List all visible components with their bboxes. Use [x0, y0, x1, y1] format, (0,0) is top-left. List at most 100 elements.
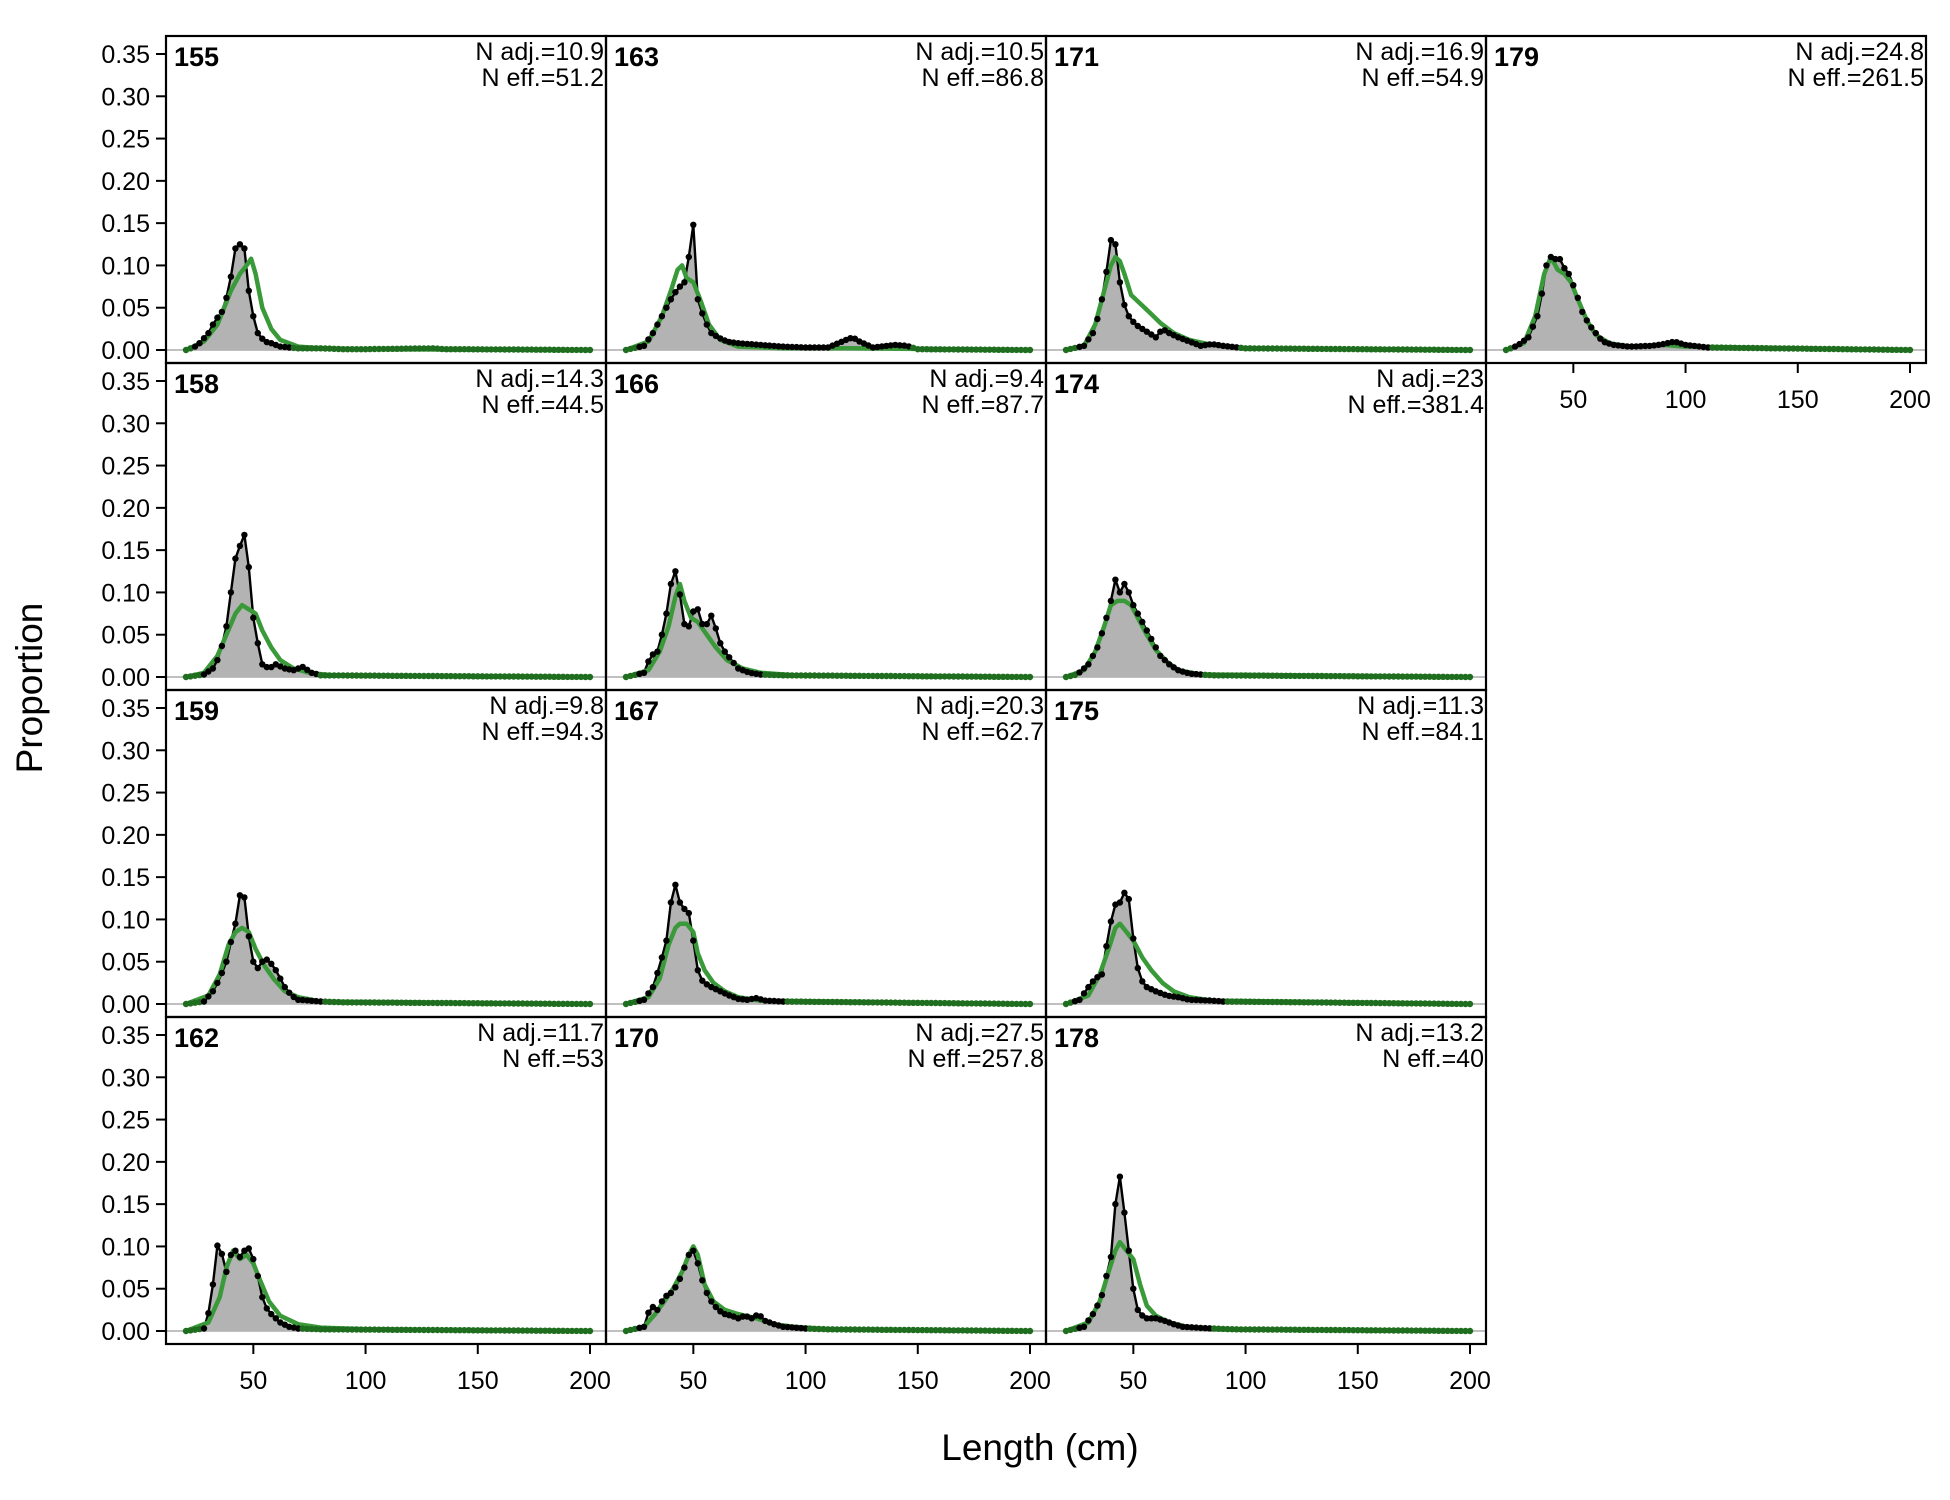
y-tick-label: 0.20 — [101, 168, 150, 196]
observed-point — [1103, 1272, 1110, 1280]
observed-point — [1426, 673, 1433, 680]
observed-point — [1332, 1326, 1339, 1334]
observed-point — [883, 1326, 890, 1334]
observed-point — [532, 1327, 540, 1334]
observed-point — [1466, 1327, 1474, 1335]
panel-label: 179 — [1494, 42, 1539, 72]
observed-point — [1731, 344, 1739, 351]
observed-point — [461, 673, 468, 680]
observed-point — [1817, 345, 1824, 353]
observed-point — [999, 1327, 1007, 1335]
observed-point — [407, 999, 414, 1006]
observed-point — [1008, 1327, 1016, 1335]
observed-point — [470, 673, 477, 680]
observed-point — [999, 673, 1007, 680]
observed-point — [1246, 672, 1254, 679]
observed-point — [770, 671, 778, 679]
observed-point — [411, 1326, 419, 1334]
observed-point — [1237, 998, 1245, 1005]
observed-point — [1107, 918, 1115, 925]
observed-point — [492, 346, 499, 353]
observed-point — [304, 666, 311, 673]
observed-point — [995, 673, 1002, 680]
observed-point — [779, 672, 787, 679]
observed-point — [434, 672, 441, 680]
observed-point — [968, 1327, 975, 1334]
observed-point — [326, 998, 333, 1005]
observed-point — [1395, 1327, 1402, 1334]
y-axis-label: Proportion — [9, 603, 50, 774]
observed-point — [384, 999, 392, 1006]
observed-point — [883, 672, 890, 680]
observed-point — [806, 998, 814, 1005]
observed-point — [1435, 673, 1442, 680]
observed-point — [223, 623, 230, 630]
observed-point — [506, 1000, 513, 1007]
observed-point — [398, 345, 405, 352]
observed-point — [1224, 998, 1231, 1005]
observed-point — [380, 345, 387, 353]
observed-point — [1534, 313, 1541, 320]
observed-point — [1426, 346, 1433, 353]
observed-point — [766, 671, 773, 678]
observed-point — [1520, 337, 1528, 344]
panel-171: 171 N adj.=16.9N eff.=54.9 — [1044, 34, 1488, 365]
observed-point — [357, 999, 365, 1006]
observed-point — [681, 905, 688, 913]
observed-point — [1417, 1327, 1424, 1334]
observed-point — [254, 640, 261, 647]
observed-point — [941, 1327, 948, 1334]
observed-point — [1466, 673, 1474, 681]
observed-point — [1372, 673, 1379, 680]
observed-point — [896, 672, 903, 680]
observed-point — [1282, 345, 1290, 352]
observed-point — [1219, 998, 1227, 1005]
observed-point — [856, 672, 863, 679]
observed-point — [1897, 346, 1905, 354]
observed-point — [1529, 323, 1537, 330]
observed-point — [402, 345, 410, 352]
observed-point — [1579, 308, 1586, 316]
observed-point — [528, 1327, 535, 1334]
observed-point — [1026, 346, 1034, 354]
observed-point — [1121, 580, 1128, 588]
observed-point — [339, 999, 347, 1006]
observed-point — [1341, 999, 1348, 1006]
observed-point — [950, 673, 957, 680]
observed-point — [946, 346, 953, 353]
observed-point — [1372, 999, 1379, 1007]
observed-point — [218, 642, 226, 650]
observed-point — [1022, 673, 1029, 681]
observed-point — [425, 345, 432, 352]
observed-point — [1278, 1326, 1285, 1333]
observed-point — [1835, 345, 1842, 353]
observed-point — [968, 346, 975, 353]
observed-point — [474, 1000, 481, 1007]
observed-point — [348, 346, 356, 353]
observed-point — [959, 346, 966, 353]
observed-point — [806, 1325, 814, 1332]
observed-point — [1287, 1326, 1294, 1333]
observed-point — [564, 1327, 571, 1335]
observed-point — [1377, 999, 1384, 1007]
observed-point — [259, 1294, 266, 1301]
observed-point — [1314, 672, 1321, 680]
y-tick-label: 0.30 — [101, 737, 150, 765]
observed-point — [501, 673, 508, 680]
observed-point — [1318, 999, 1326, 1006]
x-tick-label: 100 — [345, 1367, 387, 1395]
observed-point — [685, 909, 692, 917]
observed-point — [1736, 344, 1743, 352]
observed-point — [1309, 999, 1317, 1006]
observed-point — [694, 296, 701, 303]
observed-point — [1430, 346, 1438, 353]
observed-point — [196, 340, 203, 347]
observed-point — [429, 999, 437, 1007]
observed-point — [335, 1326, 342, 1333]
observed-point — [317, 345, 324, 352]
observed-point — [784, 343, 791, 350]
observed-point — [1121, 889, 1128, 896]
observed-point — [326, 345, 333, 352]
observed-point — [1448, 673, 1456, 681]
observed-point — [1273, 1326, 1281, 1333]
